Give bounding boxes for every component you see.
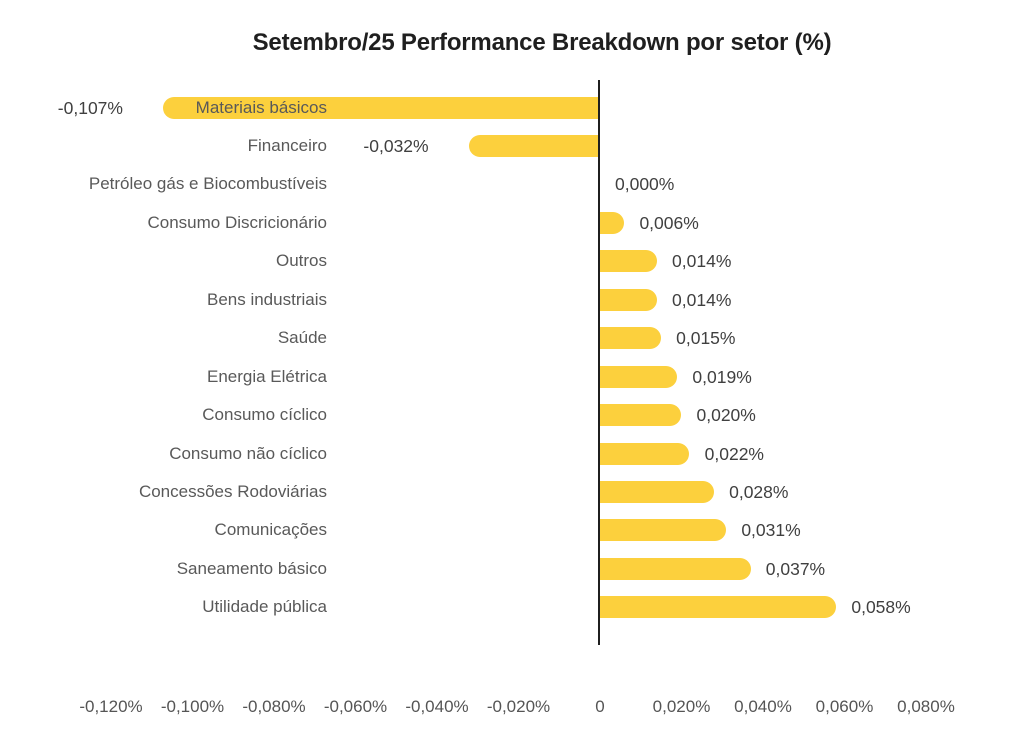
bar-consumo-discricionario — [599, 211, 625, 234]
category-label-comunicacoes: Comunicações — [214, 520, 327, 540]
value-label-consumo-ciclico: 0,020% — [696, 405, 756, 426]
category-label-energia-eletrica: Energia Elétrica — [206, 366, 327, 386]
value-label-consumo-nao-ciclico: 0,022% — [704, 443, 764, 464]
bar-consumo-nao-ciclico — [599, 442, 690, 465]
value-label-financeiro: -0,032% — [363, 135, 429, 156]
category-label-petroleo-gas-e-biocombustiveis: Petróleo gás e Biocombustíveis — [88, 174, 327, 194]
value-label-saneamento-basico: 0,037% — [765, 558, 826, 579]
x-axis-tick-0-040: 0,040% — [734, 697, 792, 716]
value-label-energia-eletrica: 0,019% — [692, 366, 752, 387]
category-label-saude: Saúde — [277, 328, 327, 348]
chart-title: Setembro/25 Performance Breakdown por se… — [252, 29, 832, 56]
x-axis-tick-0-060: -0,060% — [323, 697, 388, 716]
category-label-utilidade-publica: Utilidade pública — [202, 597, 327, 617]
value-label-saude: 0,015% — [676, 328, 736, 349]
category-label-consumo-ciclico: Consumo cíclico — [202, 405, 327, 425]
x-axis-tick-0-020: -0,020% — [486, 697, 551, 716]
category-label-concessoes-rodoviarias: Concessões Rodoviárias — [138, 482, 327, 501]
x-axis-tick-0-020: 0,020% — [652, 697, 711, 716]
x-axis-tick-0-060: 0,060% — [815, 697, 874, 716]
value-label-outros: 0,014% — [672, 251, 732, 272]
value-label-consumo-discricionario: 0,006% — [639, 212, 699, 233]
category-label-consumo-discricionario: Consumo Discricionário — [147, 212, 327, 232]
bar-comunicacoes — [599, 519, 727, 542]
category-label-bens-industriais: Bens industriais — [206, 289, 327, 309]
category-label-financeiro: Financeiro — [247, 135, 327, 155]
category-label-consumo-nao-ciclico: Consumo não cíclico — [169, 443, 327, 463]
category-label-materiais-basicos: Materiais básicos — [195, 97, 327, 117]
value-label-petroleo-gas-e-biocombustiveis: 0,000% — [615, 174, 675, 195]
bar-outros — [599, 250, 657, 273]
x-axis-tick-0-080: -0,080% — [242, 697, 306, 716]
bar-saneamento-basico — [599, 557, 751, 580]
bar-materiais-basicos — [162, 96, 599, 119]
x-axis-tick-0: 0 — [595, 697, 605, 716]
x-axis-tick-0-120: -0,120% — [79, 697, 143, 716]
value-label-bens-industriais: 0,014% — [672, 289, 732, 310]
x-axis-tick-0-040: -0,040% — [405, 697, 469, 716]
bar-financeiro — [468, 134, 599, 157]
bar-utilidade-publica — [599, 596, 837, 619]
category-label-outros: Outros — [275, 251, 327, 271]
value-label-materiais-basicos: -0,107% — [57, 97, 123, 118]
x-axis-tick-0-080: 0,080% — [897, 697, 955, 716]
value-label-utilidade-publica: 0,058% — [851, 597, 911, 618]
value-label-concessoes-rodoviarias: 0,028% — [729, 482, 789, 502]
bar-bens-industriais — [599, 288, 657, 311]
category-label-saneamento-basico: Saneamento básico — [176, 558, 327, 578]
bar-energia-eletrica — [599, 365, 678, 388]
bar-consumo-ciclico — [599, 404, 682, 427]
value-label-comunicacoes: 0,031% — [741, 520, 801, 541]
bar-concessoes-rodoviarias — [599, 481, 714, 503]
zero-axis-line — [598, 80, 600, 645]
x-axis-tick-0-100: -0,100% — [160, 697, 225, 716]
bar-saude — [599, 327, 661, 350]
